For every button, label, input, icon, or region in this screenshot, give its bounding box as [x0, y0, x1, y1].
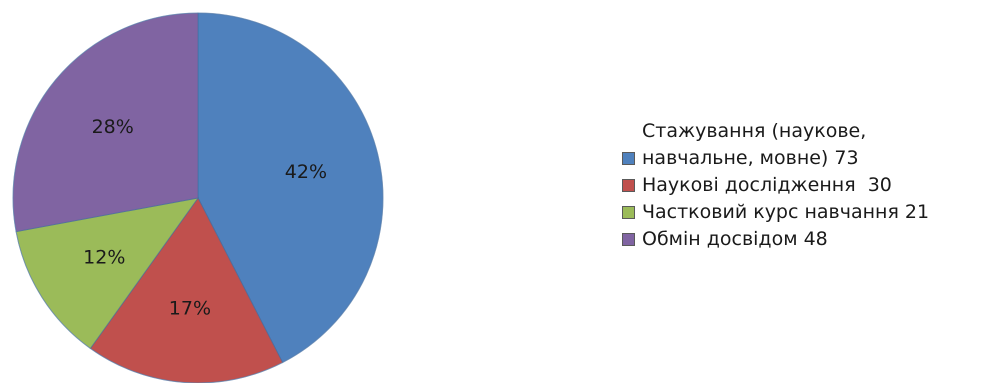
legend-item-4: Обмін досвідом 48 — [622, 226, 992, 253]
legend-label-1: Стажування (наукове, навчальне, мовне) 7… — [642, 120, 873, 169]
legend-item-3: Частковий курс навчання 21 — [622, 199, 992, 226]
slice-percent-label-2: 17% — [169, 298, 211, 320]
slice-percent-label-4: 28% — [92, 116, 134, 138]
legend-label-2: Наукові дослідження 30 — [642, 174, 892, 196]
legend-swatch-3 — [622, 206, 635, 219]
pie-plot-area: 42% 17% 12% 28% — [12, 12, 384, 383]
chart-legend: Стажування (наукове, навчальне, мовне) 7… — [622, 118, 992, 253]
legend-item-1: Стажування (наукове, навчальне, мовне) 7… — [622, 118, 992, 172]
pie-outline — [12, 12, 384, 383]
legend-swatch-2 — [622, 179, 635, 192]
legend-item-2: Наукові дослідження 30 — [622, 172, 992, 199]
legend-swatch-1 — [622, 152, 635, 165]
legend-label-4: Обмін досвідом 48 — [642, 228, 828, 250]
legend-label-3: Частковий курс навчання 21 — [642, 201, 930, 223]
legend-swatch-4 — [622, 233, 635, 246]
slice-percent-label-3: 12% — [83, 247, 125, 269]
slice-percent-label-1: 42% — [285, 161, 327, 183]
